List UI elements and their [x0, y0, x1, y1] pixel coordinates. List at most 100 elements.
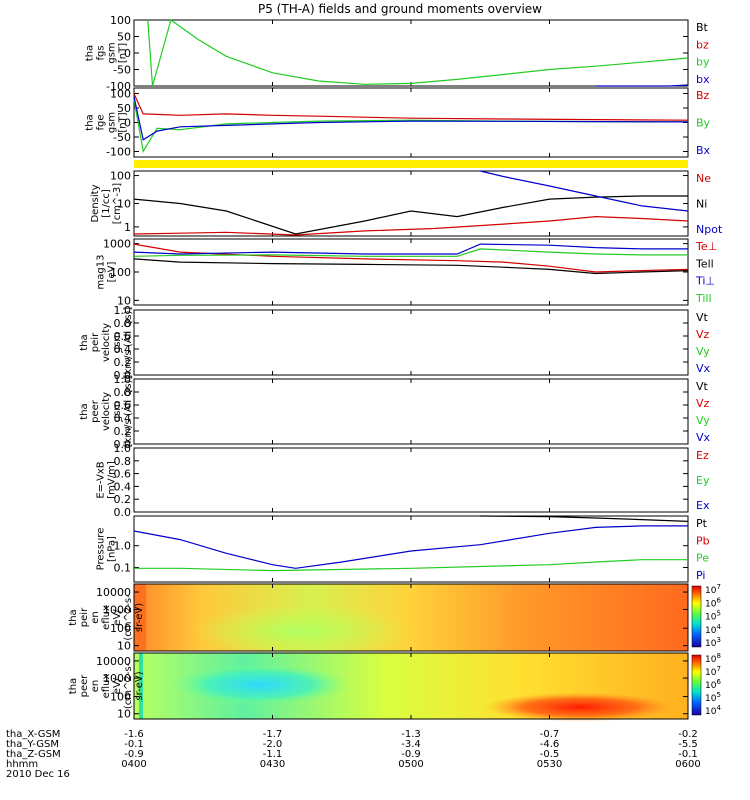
y-axis-label-line: [1/cc] — [101, 189, 112, 218]
y-axis-label-line: Density — [90, 184, 101, 222]
y-axis-label-line: [nT] — [118, 43, 129, 63]
y-axis-label-line: gsm — [107, 42, 118, 63]
series-line-Pi — [133, 525, 688, 569]
y-axis-label-line: [km/s (All Qs)] — [123, 307, 134, 379]
y-axis-label-line: eflux — [101, 605, 112, 630]
series-line-Pe — [134, 559, 688, 572]
legend-Vt: Vt — [696, 311, 709, 324]
y-axis-label: tha peer en eflux eV/(cm^2-s-sr-eV) — [68, 662, 145, 709]
colorbar-label: 106 — [705, 678, 721, 691]
data-gap-band — [134, 160, 688, 168]
spectrogram-peer-stripe — [139, 653, 143, 719]
y-tick-label: 0.2 — [114, 493, 132, 506]
series-line-Ne — [133, 215, 689, 236]
y-axis-label-line: [eV] — [107, 262, 118, 283]
y-tick-label: 0 — [124, 117, 131, 130]
colorbar-label: 107 — [705, 665, 721, 678]
y-axis-label-line: Pressure — [96, 528, 107, 571]
colorbar-label: 103 — [705, 636, 721, 649]
spectrogram-peir-edge — [134, 584, 146, 651]
bottom-row-value: 0500 — [398, 759, 423, 770]
series-line-Ti⊥ — [133, 243, 688, 255]
y-axis-label-line: [cm^-3] — [112, 183, 123, 224]
bottom-row-value: -0.7 — [540, 729, 560, 740]
y-axis-label-line: tha — [68, 609, 79, 625]
y-tick-label: 100 — [110, 266, 131, 279]
y-axis-label-line: [nT] — [118, 112, 129, 132]
colorbar-label: 105 — [705, 691, 721, 704]
y-tick-label: -100 — [106, 80, 131, 93]
y-tick-label: 0 — [124, 47, 131, 60]
colorbar-label: 106 — [705, 596, 721, 609]
bottom-row-label: hhmm — [6, 759, 38, 770]
legend-Vy: Vy — [696, 414, 710, 427]
legend-Pb: Pb — [696, 534, 710, 547]
y-axis-label-line: sr-eV) — [134, 603, 145, 632]
y-axis-label-line: E=-VxB — [96, 461, 107, 498]
legend-Ne: Ne — [696, 172, 711, 185]
y-tick-label: -100 — [106, 145, 131, 158]
bottom-row-value: -0.1 — [678, 749, 698, 760]
panel-frame — [133, 378, 689, 445]
y-tick-label: 100 — [110, 170, 131, 183]
y-tick-label: 10000 — [96, 586, 131, 599]
y-axis-label-line: eV/ — [112, 609, 123, 626]
y-tick-label: 0.2 — [114, 356, 132, 369]
y-tick-label: 0.4 — [114, 480, 132, 493]
series-line-bx — [595, 84, 689, 87]
y-tick-label: 1000 — [103, 603, 131, 616]
y-tick-label: 0.4 — [114, 412, 132, 425]
y-tick-label: 0.0 — [114, 369, 132, 382]
y-axis-label-line: [nPa] — [107, 536, 118, 562]
y-axis-label: Density [1/cc] [cm^-3] — [90, 183, 123, 224]
bottom-row-value: -0.5 — [540, 749, 560, 760]
y-tick-label: 1000 — [103, 238, 131, 251]
y-axis-label-line: tha — [85, 45, 96, 61]
y-axis-label-line: tha — [68, 678, 79, 694]
legend-Vy: Vy — [696, 345, 710, 358]
y-axis-label-line: (cm^2-s- — [123, 662, 134, 709]
bottom-row-label: tha_Y-GSM — [6, 739, 59, 750]
y-axis-label-line: tha — [85, 114, 96, 130]
y-axis-label-line: eV/ — [112, 677, 123, 694]
bottom-row-value: -4.6 — [540, 739, 560, 750]
legend-Tell: Tell — [695, 257, 714, 270]
y-axis-label: Pressure [nPa] — [96, 528, 118, 571]
legend-by: by — [696, 56, 710, 69]
y-tick-label: 0.8 — [114, 455, 132, 468]
y-tick-label: 0.6 — [114, 468, 132, 481]
y-tick-label: 0.8 — [114, 386, 132, 399]
y-axis-label-line: gsm — [112, 401, 123, 422]
colorbar-label: 108 — [705, 652, 721, 665]
colorbar-label: 104 — [705, 704, 721, 717]
y-tick-label: 1 — [124, 221, 131, 234]
bottom-row-value: -0.9 — [401, 749, 421, 760]
bottom-row-value: -3.4 — [401, 739, 421, 750]
y-tick-label: 100 — [110, 622, 131, 635]
y-tick-label: 0.2 — [114, 425, 132, 438]
y-tick-label: 1.0 — [114, 442, 132, 455]
y-axis-label-line: eflux — [101, 674, 112, 699]
panel-frame — [133, 447, 689, 513]
y-tick-label: 10000 — [96, 655, 131, 668]
y-axis-label-line: tha — [79, 403, 90, 419]
bottom-row-value: -1.6 — [124, 729, 144, 740]
bottom-row-value: 0600 — [675, 759, 700, 770]
panel-frame — [133, 19, 689, 87]
spectrogram-peer-cyan-region — [170, 663, 350, 706]
bottom-row-value: 0430 — [260, 759, 285, 770]
legend-By: By — [696, 117, 711, 130]
legend-Vx: Vx — [696, 362, 711, 375]
series-line-Ni — [133, 195, 688, 235]
panel-temp: 1000 100 10 mag13 [eV] Te⊥ Tell Ti⊥ Till — [96, 238, 718, 308]
bottom-row-label: tha_Z-GSM — [6, 749, 61, 760]
panel-frame — [133, 515, 689, 583]
bottom-row-label: tha_X-GSM — [6, 729, 60, 740]
y-tick-label: 0.4 — [114, 343, 132, 356]
legend-Bx: Bx — [696, 144, 711, 157]
colorbar — [691, 585, 702, 648]
series-line-Tell — [133, 258, 689, 275]
